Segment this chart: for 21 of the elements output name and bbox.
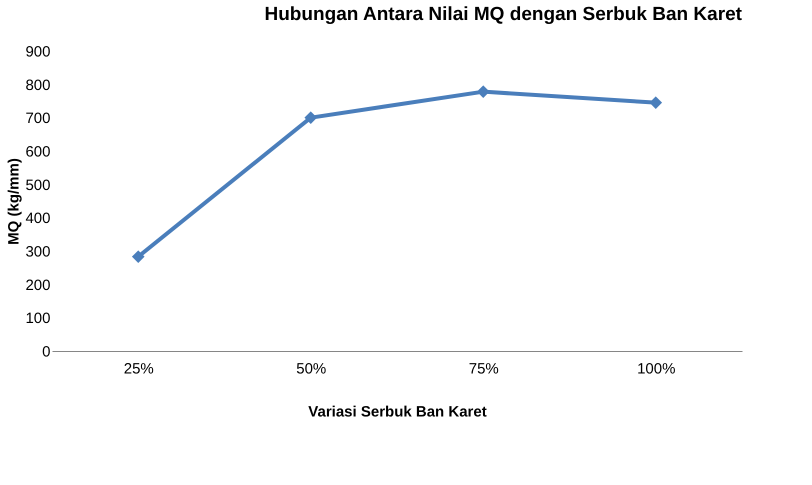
y-tick-label: 900 — [25, 44, 50, 60]
point — [649, 96, 662, 109]
x-tick-label: 75% — [468, 360, 499, 378]
x-tick-label: 50% — [296, 360, 326, 378]
point — [476, 85, 490, 98]
y-tick-label: 100 — [25, 310, 50, 328]
x-tick-label: 25% — [124, 360, 154, 378]
y-tick-label: 400 — [25, 210, 50, 228]
y-tick-label: 800 — [25, 76, 50, 94]
y-tick-label: 0 — [42, 344, 50, 360]
y-tick-label: 200 — [25, 276, 50, 294]
point — [132, 250, 145, 263]
x-axis-title: Variasi Serbuk Ban Karet — [308, 404, 487, 420]
y-axis-title: MQ (kg/mm) — [5, 158, 22, 245]
y-tick-label: 600 — [25, 144, 50, 160]
y-tick-label: 300 — [25, 244, 50, 260]
y-tick-label: 500 — [25, 176, 50, 194]
x-tick-label: 100% — [637, 360, 676, 378]
chart-title: Hubungan Antara Nilai MQ dengan Serbuk Ban Karet — [264, 4, 743, 25]
y-tick-label: 700 — [25, 110, 50, 128]
point — [304, 111, 318, 124]
